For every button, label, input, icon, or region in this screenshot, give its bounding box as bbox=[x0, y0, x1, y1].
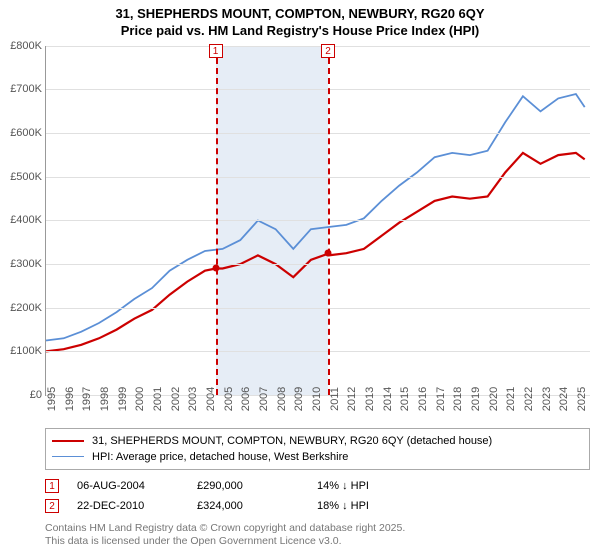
series-line-blue bbox=[46, 94, 585, 341]
footer-line-1: Contains HM Land Registry data © Crown c… bbox=[45, 522, 590, 536]
y-tick-label: £100K bbox=[10, 345, 42, 357]
legend-row: HPI: Average price, detached house, West… bbox=[52, 449, 583, 465]
legend-label: HPI: Average price, detached house, West… bbox=[92, 451, 348, 463]
x-tick-label: 2008 bbox=[276, 387, 288, 411]
marker-box: 1 bbox=[209, 44, 223, 58]
marker-box: 2 bbox=[321, 44, 335, 58]
y-tick-label: £800K bbox=[10, 40, 42, 52]
grid-line-h bbox=[46, 177, 590, 178]
legend-box: 31, SHEPHERDS MOUNT, COMPTON, NEWBURY, R… bbox=[45, 428, 590, 470]
x-tick-label: 2019 bbox=[470, 387, 482, 411]
x-tick-label: 2007 bbox=[258, 387, 270, 411]
grid-line-h bbox=[46, 46, 590, 47]
x-tick-label: 2014 bbox=[382, 387, 394, 411]
x-tick-label: 2023 bbox=[541, 387, 553, 411]
x-tick-label: 2025 bbox=[576, 387, 588, 411]
grid-line-h bbox=[46, 264, 590, 265]
y-tick-label: £300K bbox=[10, 258, 42, 270]
x-tick-label: 2006 bbox=[240, 387, 252, 411]
x-tick-label: 2013 bbox=[364, 387, 376, 411]
y-tick-label: £0 bbox=[30, 389, 42, 401]
x-tick-label: 1997 bbox=[81, 387, 93, 411]
x-tick-label: 2001 bbox=[152, 387, 164, 411]
grid-line-h bbox=[46, 133, 590, 134]
transaction-date: 06-AUG-2004 bbox=[77, 480, 197, 492]
data-point bbox=[212, 265, 219, 272]
marker-dash-line bbox=[328, 58, 330, 395]
y-tick-label: £600K bbox=[10, 127, 42, 139]
x-tick-label: 2016 bbox=[417, 387, 429, 411]
x-tick-label: 2011 bbox=[329, 387, 341, 411]
x-tick-label: 2018 bbox=[452, 387, 464, 411]
transaction-date: 22-DEC-2010 bbox=[77, 500, 197, 512]
transaction-marker-box: 1 bbox=[45, 479, 59, 493]
chart-container: 31, SHEPHERDS MOUNT, COMPTON, NEWBURY, R… bbox=[0, 0, 600, 560]
transaction-price: £290,000 bbox=[197, 480, 317, 492]
x-tick-label: 2017 bbox=[435, 387, 447, 411]
legend-row: 31, SHEPHERDS MOUNT, COMPTON, NEWBURY, R… bbox=[52, 433, 583, 449]
transaction-row: 1 06-AUG-2004£290,00014% ↓ HPI bbox=[45, 476, 590, 496]
footer-line-2: This data is licensed under the Open Gov… bbox=[45, 535, 590, 549]
x-tick-label: 2010 bbox=[311, 387, 323, 411]
transaction-table: 1 06-AUG-2004£290,00014% ↓ HPI 2 22-DEC-201… bbox=[45, 476, 590, 516]
y-tick-label: £200K bbox=[10, 302, 42, 314]
x-tick-label: 2003 bbox=[187, 387, 199, 411]
transaction-delta: 18% ↓ HPI bbox=[317, 500, 437, 512]
transaction-marker-box: 2 bbox=[45, 499, 59, 513]
title-block: 31, SHEPHERDS MOUNT, COMPTON, NEWBURY, R… bbox=[0, 0, 600, 42]
x-tick-label: 2021 bbox=[505, 387, 517, 411]
legend-swatch bbox=[52, 456, 84, 457]
x-tick-label: 2022 bbox=[523, 387, 535, 411]
x-tick-label: 2015 bbox=[399, 387, 411, 411]
x-tick-label: 2012 bbox=[346, 387, 358, 411]
y-tick-label: £400K bbox=[10, 214, 42, 226]
chart-plot-area: £0£100K£200K£300K£400K£500K£600K£700K£80… bbox=[45, 46, 590, 396]
marker-dash-line bbox=[216, 58, 218, 395]
transaction-price: £324,000 bbox=[197, 500, 317, 512]
x-tick-label: 1998 bbox=[99, 387, 111, 411]
data-point bbox=[325, 250, 332, 257]
y-tick-label: £700K bbox=[10, 83, 42, 95]
title-line-2: Price paid vs. HM Land Registry's House … bbox=[0, 23, 600, 40]
footer-attribution: Contains HM Land Registry data © Crown c… bbox=[45, 522, 590, 549]
grid-line-h bbox=[46, 89, 590, 90]
y-tick-label: £500K bbox=[10, 171, 42, 183]
legend-label: 31, SHEPHERDS MOUNT, COMPTON, NEWBURY, R… bbox=[92, 435, 492, 447]
x-tick-label: 2009 bbox=[293, 387, 305, 411]
grid-line-h bbox=[46, 220, 590, 221]
grid-line-h bbox=[46, 351, 590, 352]
x-tick-label: 2024 bbox=[558, 387, 570, 411]
x-tick-label: 2005 bbox=[223, 387, 235, 411]
x-tick-label: 1999 bbox=[117, 387, 129, 411]
x-tick-label: 2000 bbox=[134, 387, 146, 411]
x-tick-label: 2002 bbox=[170, 387, 182, 411]
transaction-delta: 14% ↓ HPI bbox=[317, 480, 437, 492]
x-tick-label: 1996 bbox=[64, 387, 76, 411]
transaction-row: 2 22-DEC-2010£324,00018% ↓ HPI bbox=[45, 496, 590, 516]
title-line-1: 31, SHEPHERDS MOUNT, COMPTON, NEWBURY, R… bbox=[0, 6, 600, 23]
x-tick-label: 2020 bbox=[488, 387, 500, 411]
legend-swatch bbox=[52, 440, 84, 442]
grid-line-h bbox=[46, 308, 590, 309]
x-tick-label: 1995 bbox=[46, 387, 58, 411]
series-line-red bbox=[46, 153, 585, 352]
